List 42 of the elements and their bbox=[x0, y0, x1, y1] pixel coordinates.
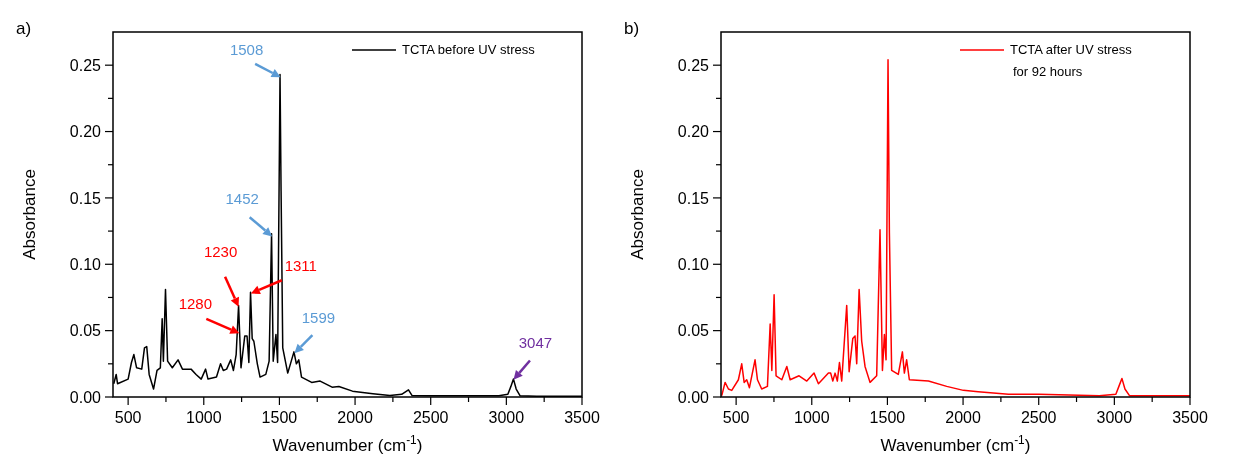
x-tick-label: 2500 bbox=[1020, 409, 1057, 426]
x-tick-label: 1500 bbox=[261, 409, 298, 426]
y-tick-label: 0.25 bbox=[69, 56, 102, 74]
annotation: 1280 bbox=[178, 295, 213, 313]
line-series bbox=[721, 59, 1191, 397]
y-axis-title: Absorbance bbox=[20, 169, 39, 260]
x-tick-label: 1000 bbox=[793, 409, 830, 426]
x-axis-title: Wavenumber (cm$^{-1}$) bbox=[880, 433, 1031, 455]
annotation: 1230 bbox=[203, 242, 238, 260]
legend-label: TCTA before UV stress bbox=[402, 42, 536, 57]
chart-title: a) bbox=[16, 19, 32, 38]
annotation: 1508 bbox=[229, 41, 264, 59]
x-tick-label: 500 bbox=[722, 409, 750, 426]
annotation: 1311 bbox=[284, 257, 317, 275]
y-tick-label: 0.00 bbox=[69, 388, 102, 406]
x-axis-title: Wavenumber (cm$^{-1}$) bbox=[272, 433, 423, 455]
y-tick-label: 0.20 bbox=[677, 123, 710, 141]
x-tick-label: 3000 bbox=[488, 409, 525, 426]
y-tick-label: 0.05 bbox=[677, 322, 710, 340]
x-tick-label: 2000 bbox=[945, 409, 981, 426]
x-tick-label: 3000 bbox=[1096, 409, 1133, 426]
y-tick-label: 0.15 bbox=[69, 189, 102, 207]
annotation: 3047 bbox=[518, 333, 553, 351]
x-tick-label: 2000 bbox=[337, 409, 373, 426]
y-tick-label: 0.15 bbox=[677, 189, 710, 207]
y-axis-title: Absorbance bbox=[628, 169, 647, 260]
x-tick-label: 500 bbox=[114, 409, 142, 426]
y-tick-label: 0.05 bbox=[69, 322, 102, 340]
y-tick-label: 0.00 bbox=[677, 388, 710, 406]
y-tick-label: 0.10 bbox=[677, 255, 710, 273]
y-tick-label: 0.10 bbox=[69, 255, 102, 273]
x-tick-label: 3500 bbox=[1172, 409, 1208, 426]
x-tick-label: 3500 bbox=[564, 409, 600, 426]
x-tick-label: 1000 bbox=[185, 409, 222, 426]
legend-label: TCTA after UV stress for 92 hours bbox=[1010, 42, 1133, 79]
x-tick-label: 2500 bbox=[412, 409, 449, 426]
annotation: 1452 bbox=[225, 190, 259, 208]
y-tick-label: 0.25 bbox=[677, 56, 710, 74]
x-tick-label: 1500 bbox=[869, 409, 906, 426]
chart-title: b) bbox=[624, 19, 640, 38]
y-tick-label: 0.20 bbox=[69, 123, 102, 141]
annotation: 1599 bbox=[301, 309, 336, 327]
